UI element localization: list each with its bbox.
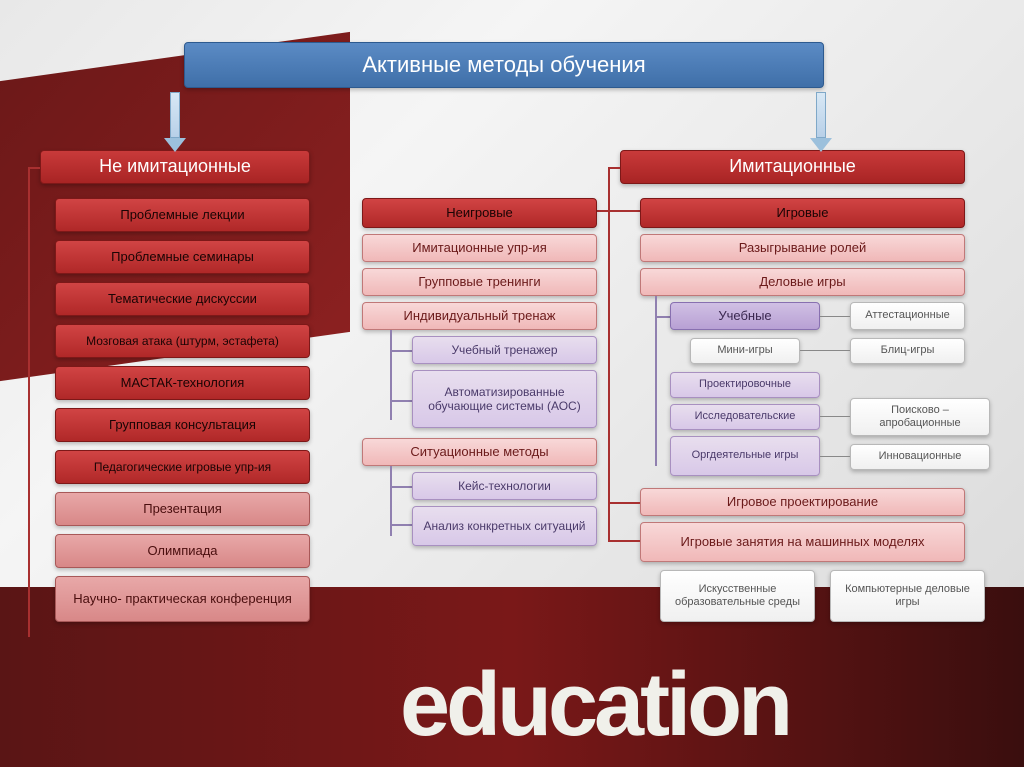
col2-situational: Ситуационные методы (362, 438, 597, 466)
col3-purple-0: Проектировочные (670, 372, 820, 398)
col2-sub-0: Учебный тренажер (412, 336, 597, 364)
col2-sub-1: Автоматизированные обучающие системы (АО… (412, 370, 597, 428)
col2-item-0: Имитационные упр-ия (362, 234, 597, 262)
arrow-right (810, 92, 832, 152)
col3-white-1: Инновационные (850, 444, 990, 470)
col3-purple-main: Учебные (670, 302, 820, 330)
col3-item-1: Деловые игры (640, 268, 965, 296)
col1-item-8: Олимпиада (55, 534, 310, 568)
col3-bwhite-1: Компьютерные деловые игры (830, 570, 985, 622)
col1-item-3: Мозговая атака (штурм, эстафета) (55, 324, 310, 358)
col3-white-b: Мини-игры (690, 338, 800, 364)
title-main: Активные методы обучения (184, 42, 824, 88)
col2-sit-0: Кейс-технологии (412, 472, 597, 500)
col3-bwhite-0: Искусственные образовательные среды (660, 570, 815, 622)
col3-purple-1: Исследовательские (670, 404, 820, 430)
col1-item-0: Проблемные лекции (55, 198, 310, 232)
arrow-left (164, 92, 186, 152)
col3-item-0: Разыгрывание ролей (640, 234, 965, 262)
cat-imitation: Имитационные (620, 150, 965, 184)
col1-item-7: Презентация (55, 492, 310, 526)
col3-white-a: Аттестационные (850, 302, 965, 330)
col2-item-2: Индивидуальный тренаж (362, 302, 597, 330)
col3-header: Игровые (640, 198, 965, 228)
col1-item-6: Педагогические игровые упр-ия (55, 450, 310, 484)
col2-sit-1: Анализ конкретных ситуаций (412, 506, 597, 546)
col3-bottom-0: Игровое проектирование (640, 488, 965, 516)
col2-header: Неигровые (362, 198, 597, 228)
col3-white-c: Блиц-игры (850, 338, 965, 364)
col3-purple-2: Оргдеятельные игры (670, 436, 820, 476)
col1-item-9: Научно- практическая конференция (55, 576, 310, 622)
col1-item-4: МАСТАК-технология (55, 366, 310, 400)
col3-white-0: Поисково – апробационные (850, 398, 990, 436)
col3-bottom-1: Игровые занятия на машинных моделях (640, 522, 965, 562)
cat-non-imitation: Не имитационные (40, 150, 310, 184)
col1-item-5: Групповая консультация (55, 408, 310, 442)
col1-item-1: Проблемные семинары (55, 240, 310, 274)
col2-item-1: Групповые тренинги (362, 268, 597, 296)
col1-item-2: Тематические дискуссии (55, 282, 310, 316)
